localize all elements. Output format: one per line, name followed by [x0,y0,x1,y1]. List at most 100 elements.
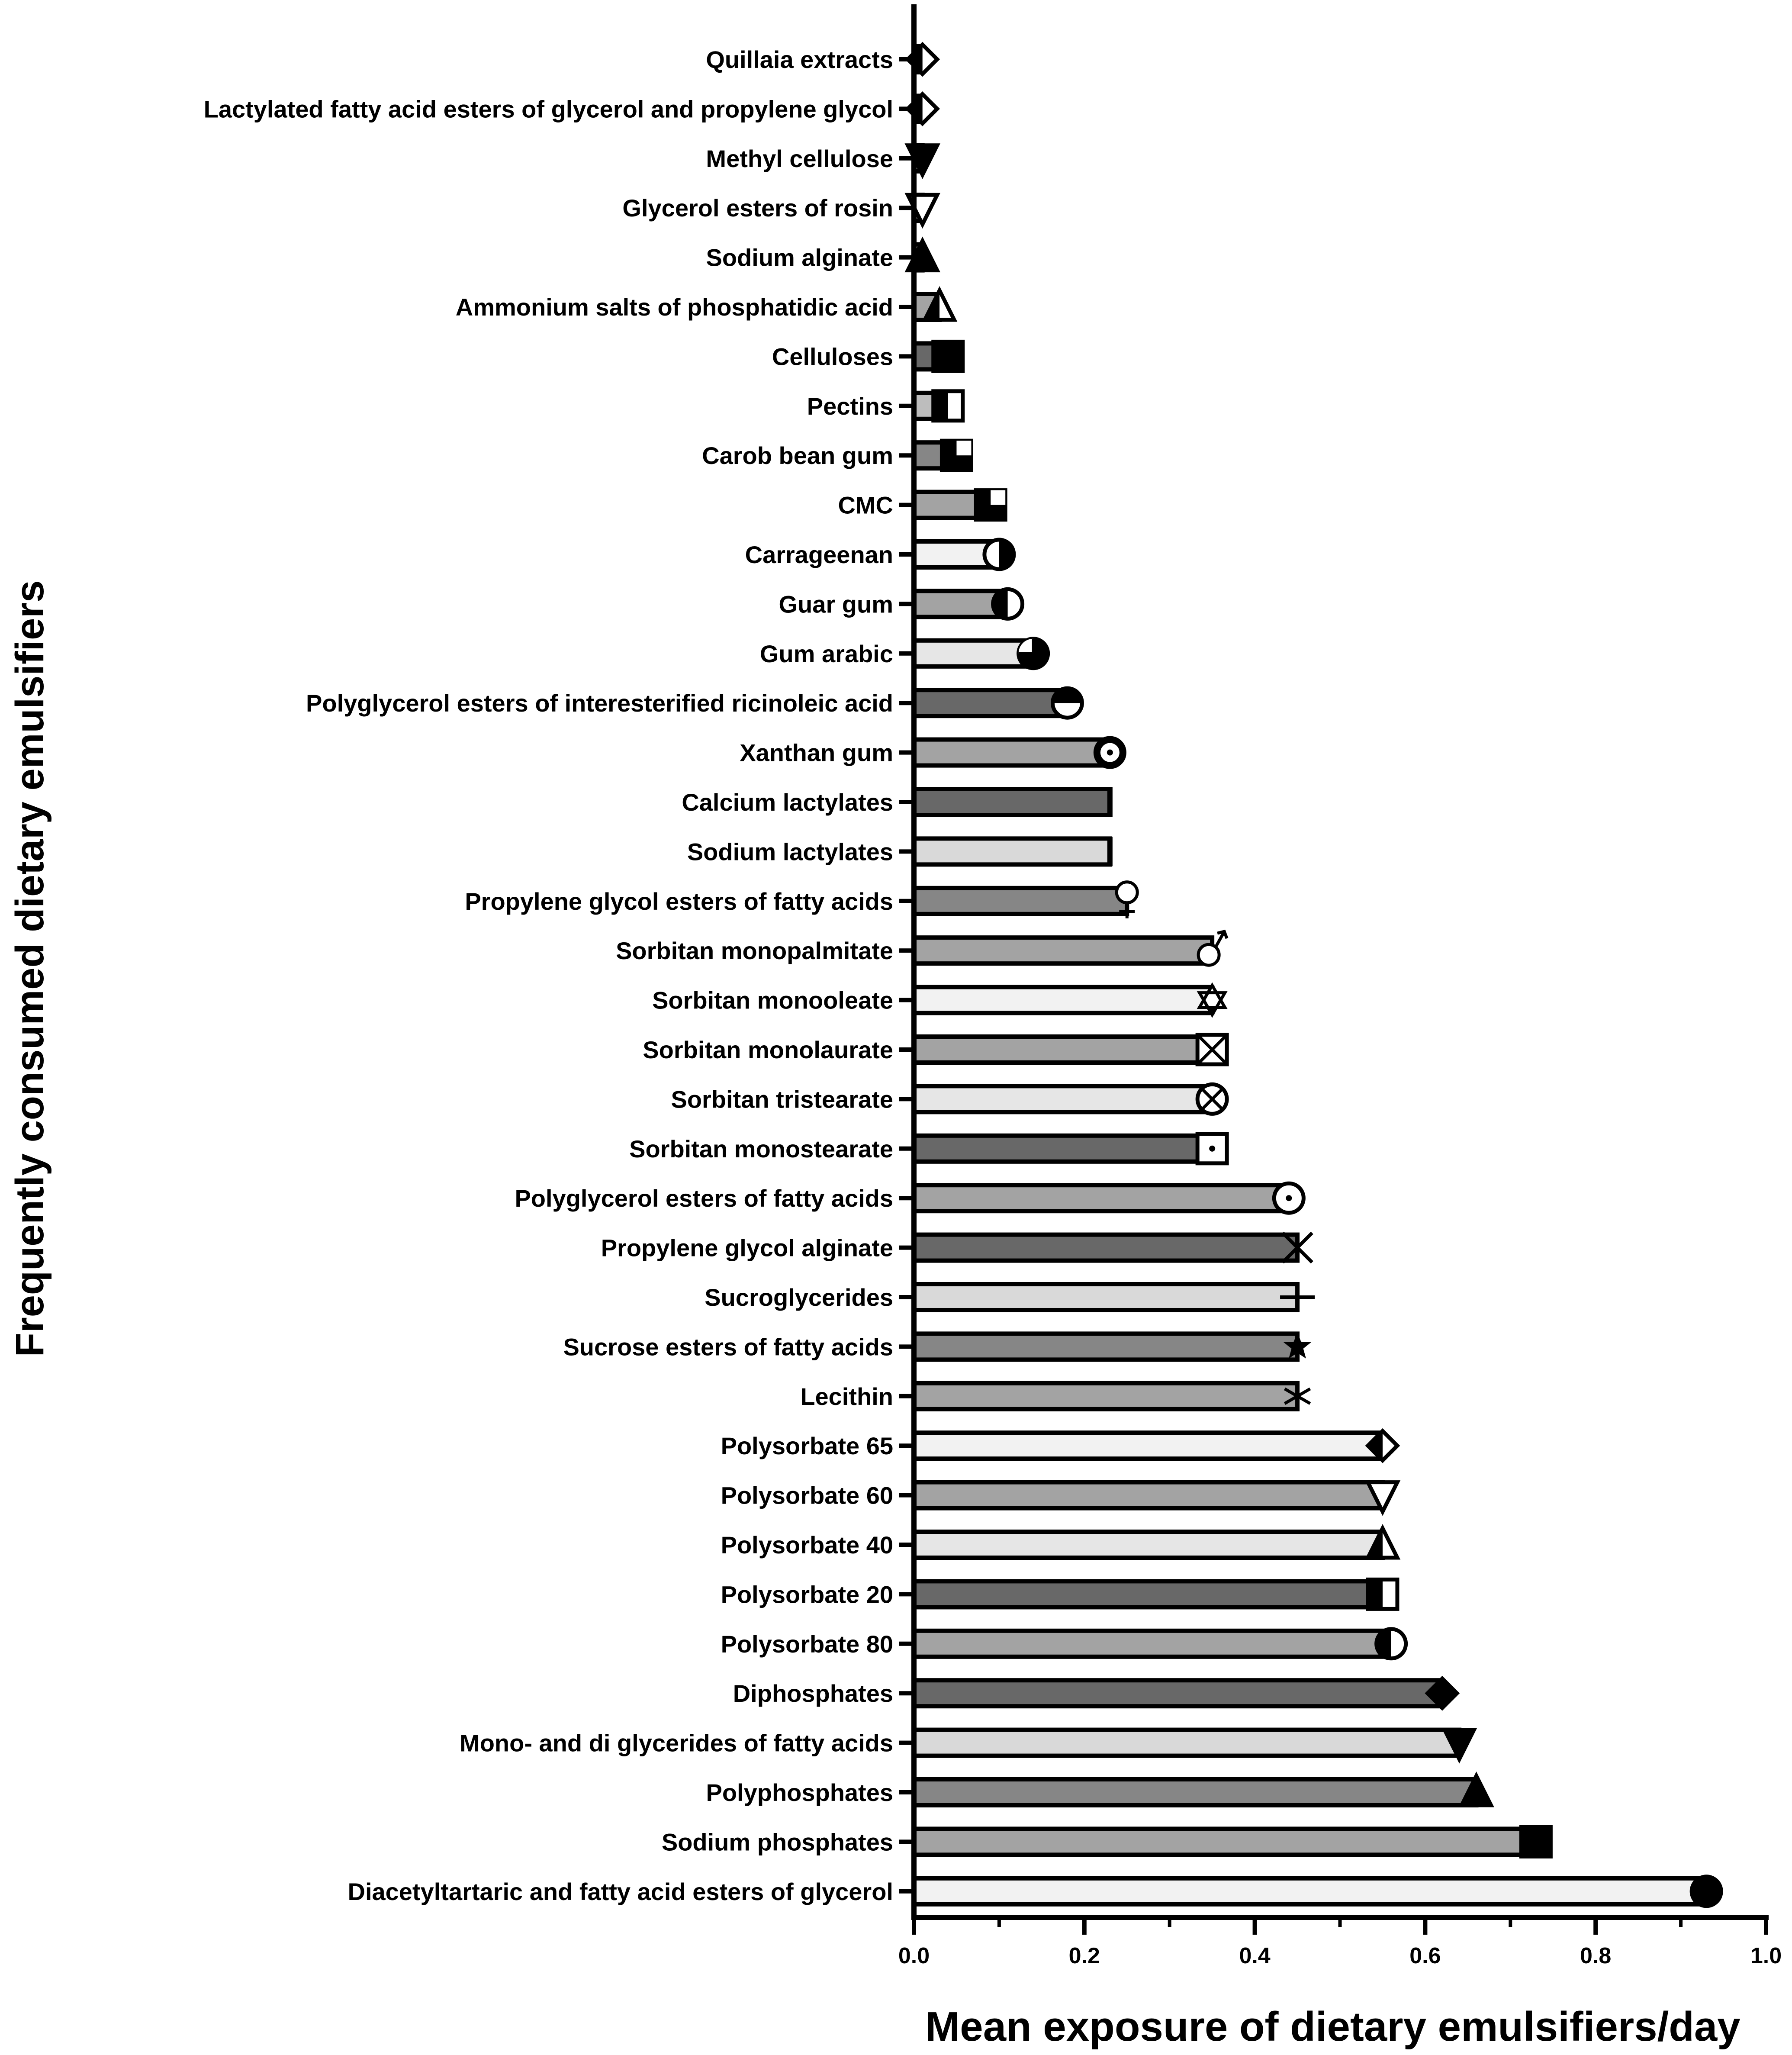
bar-lecithin [912,1381,1300,1411]
marker-gum-arabic [1017,637,1050,670]
category-label-diacetyltartaric-and-fatty-acid-esters-of-glycerol: Diacetyltartaric and fatty acid esters o… [348,1878,894,1905]
marker-lecithin [1284,1381,1311,1411]
category-label-sodium-alginate: Sodium alginate [706,244,894,271]
marker-propylene-glycol-esters-of-fatty-acids [1115,880,1139,918]
category-label-polysorbate-40: Polysorbate 40 [721,1531,893,1559]
category-label-sorbitan-tristearate: Sorbitan tristearate [671,1085,894,1113]
category-label-ammonium-salts-of-phosphatidic-acid: Ammonium salts of phosphatidic acid [456,293,893,321]
marker-sorbitan-monolaurate [1195,1033,1229,1066]
marker-cmc [974,488,1007,522]
marker-sucroglycerides [1280,1282,1315,1312]
category-label-pectins: Pectins [807,393,893,420]
category-label-lactylated-fatty-acid-esters-of-glycerol-and-propylene-glycol: Lactylated fatty acid esters of glycerol… [204,95,893,122]
x-tick-label: 1.0 [1750,1943,1782,1968]
marker-carob-bean-gum [939,438,973,472]
marker-pectins [931,389,965,423]
marker-sorbitan-monopalmitate [1197,930,1229,967]
bar-gum-arabic [912,638,1036,669]
marker-polysorbate-40 [1364,1524,1401,1560]
labels-layer: Quillaia extracts Lactylated fatty acid e… [204,46,1782,1968]
category-label-polyphosphates: Polyphosphates [706,1779,893,1806]
category-label-sorbitan-monooleate: Sorbitan monooleate [652,987,893,1014]
axes-layer [899,4,1769,1935]
bar-polysorbate-20 [912,1579,1385,1610]
bar-diphosphates [912,1678,1445,1709]
bar-sorbitan-monopalmitate [912,935,1215,966]
bar-mono-and-di-glycerides-of-fatty-acids [912,1727,1462,1758]
marker-xanthan-gum [1093,736,1126,769]
x-axis-title: Mean exposure of dietary emulsifiers/day [925,2003,1740,2050]
marker-mono-and-di-glycerides-of-fatty-acids [1441,1728,1477,1764]
marker-guar-gum [991,587,1025,621]
x-tick-label: 0.0 [898,1943,930,1968]
markers-layer [904,42,1723,1908]
bar-polysorbate-65 [912,1430,1385,1461]
category-label-propylene-glycol-esters-of-fatty-acids: Propylene glycol esters of fatty acids [465,888,893,915]
x-tick-label: 0.2 [1069,1943,1100,1968]
category-label-polysorbate-60: Polysorbate 60 [721,1482,893,1509]
bar-sorbitan-monooleate [912,985,1215,1015]
bar-propylene-glycol-esters-of-fatty-acids [912,886,1129,916]
marker-celluloses [931,339,965,373]
bar-sucroglycerides [912,1282,1300,1312]
category-label-sorbitan-monopalmitate: Sorbitan monopalmitate [616,937,893,964]
bar-xanthan-gum [912,737,1112,768]
category-label-polyglycerol-esters-of-interesterified-ricinoleic-acid: Polyglycerol esters of interesterified r… [306,689,893,717]
category-label-carob-bean-gum: Carob bean gum [702,442,893,469]
bar-sorbitan-tristearate [912,1084,1215,1114]
category-label-mono-and-di-glycerides-of-fatty-acids: Mono- and di glycerides of fatty acids [460,1730,893,1757]
category-label-sucroglycerides: Sucroglycerides [705,1284,893,1311]
bar-polysorbate-60 [912,1480,1385,1511]
bar-polysorbate-80 [912,1628,1393,1659]
y-axis-title: Frequently consumed dietary emulsifiers [8,580,52,1357]
bar-sucrose-esters-of-fatty-acids [912,1331,1300,1362]
category-label-sodium-phosphates: Sodium phosphates [662,1828,893,1855]
marker-polyphosphates [1458,1771,1494,1807]
bar-propylene-glycol-alginate [912,1232,1300,1263]
category-label-cmc: CMC [838,492,893,519]
bar-polyphosphates [912,1777,1479,1807]
category-label-diphosphates: Diphosphates [733,1680,893,1707]
marker-propylene-glycol-alginate [1281,1231,1313,1264]
marker-carrageenan [982,538,1016,571]
marker-polyglycerol-esters-of-fatty-acids [1272,1181,1306,1215]
marker-sodium-phosphates [1519,1825,1553,1859]
x-tick-label: 0.8 [1580,1943,1611,1968]
marker-sorbitan-tristearate [1195,1082,1229,1116]
x-tick-label: 0.4 [1239,1943,1270,1968]
category-label-methyl-cellulose: Methyl cellulose [706,145,893,172]
bar-polyglycerol-esters-of-fatty-acids [912,1183,1291,1214]
category-label-celluloses: Celluloses [772,343,893,370]
category-label-sucrose-esters-of-fatty-acids: Sucrose esters of fatty acids [563,1333,893,1360]
category-label-polyglycerol-esters-of-fatty-acids: Polyglycerol esters of fatty acids [515,1185,893,1212]
x-tick-label: 0.6 [1409,1943,1441,1968]
marker-polysorbate-60 [1364,1480,1401,1516]
bar-polysorbate-40 [912,1530,1385,1560]
category-label-gum-arabic: Gum arabic [760,640,893,667]
category-label-carrageenan: Carrageenan [745,541,893,568]
category-label-lecithin: Lecithin [800,1383,893,1410]
bar-diacetyltartaric-and-fatty-acid-esters-of-glycerol [912,1876,1709,1907]
bar-sorbitan-monolaurate [912,1034,1215,1065]
marker-sorbitan-monooleate [1197,982,1228,1018]
marker-diacetyltartaric-and-fatty-acid-esters-of-glycerol [1689,1875,1723,1908]
category-label-xanthan-gum: Xanthan gum [740,739,893,767]
bar-sorbitan-monostearate [912,1133,1215,1164]
category-label-sodium-lactylates: Sodium lactylates [687,838,893,865]
marker-polysorbate-20 [1366,1577,1399,1611]
bar-polyglycerol-esters-of-interesterified-ricinoleic-acid [912,688,1070,718]
category-label-polysorbate-65: Polysorbate 65 [721,1432,893,1459]
category-label-sorbitan-monolaurate: Sorbitan monolaurate [643,1036,893,1063]
marker-polyglycerol-esters-of-interesterified-ricinoleic-acid [1050,686,1084,720]
category-label-polysorbate-20: Polysorbate 20 [721,1581,893,1608]
category-label-sorbitan-monostearate: Sorbitan monostearate [629,1135,893,1163]
category-label-calcium-lactylates: Calcium lactylates [682,789,893,816]
marker-ammonium-salts-of-phosphatidic-acid [921,286,958,322]
category-label-propylene-glycol-alginate: Propylene glycol alginate [601,1234,893,1262]
marker-polysorbate-80 [1374,1627,1408,1661]
marker-sucrose-esters-of-fatty-acids [1283,1332,1312,1359]
marker-sorbitan-monostearate [1195,1132,1229,1166]
marker-polysorbate-65 [1365,1428,1400,1463]
category-label-polysorbate-80: Polysorbate 80 [721,1630,893,1658]
